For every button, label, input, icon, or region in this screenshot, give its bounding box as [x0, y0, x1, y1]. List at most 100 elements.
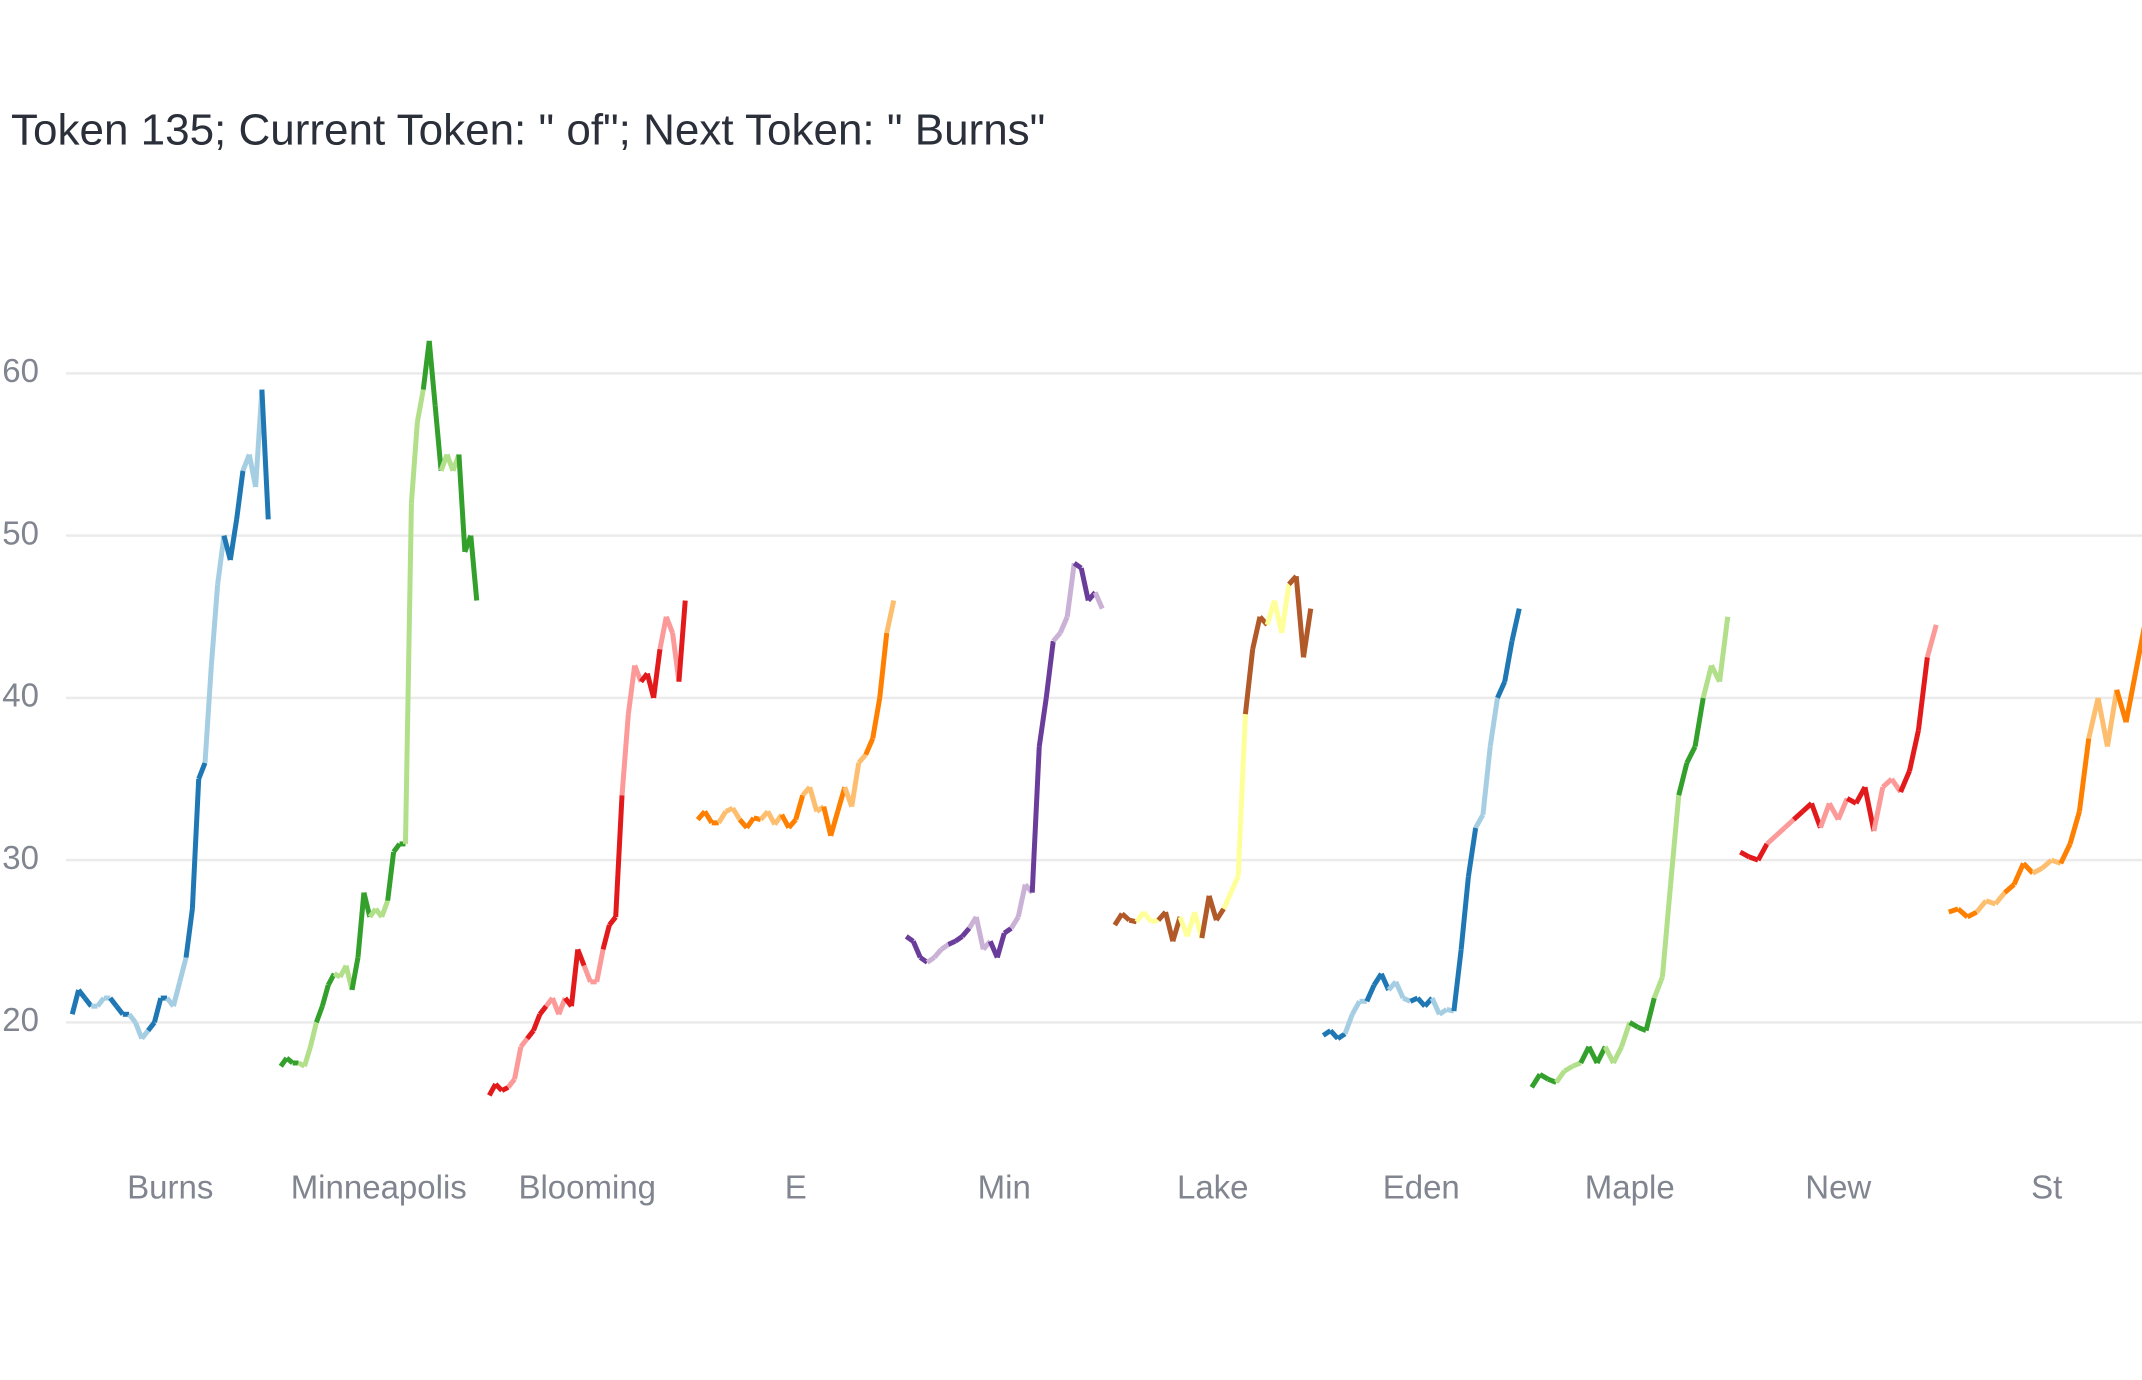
line-segment [1547, 1076, 1558, 1085]
line-segment [2050, 857, 2062, 866]
line-segment [1128, 917, 1138, 925]
line-segment [1141, 910, 1154, 924]
line-segment [1336, 1031, 1347, 1041]
line-segment [1692, 697, 1706, 747]
line-segment [1214, 907, 1226, 922]
line-segment [1966, 909, 1978, 920]
line-segment [468, 535, 480, 601]
x-tick-label: New [1805, 1169, 1871, 1206]
line-segment [1015, 883, 1028, 918]
line-segment [1659, 884, 1674, 978]
line-segment [744, 816, 756, 830]
line-segment [1993, 891, 2007, 906]
line-segment [2058, 842, 2073, 865]
line-segment [95, 996, 106, 1008]
line-segment [1809, 802, 1823, 829]
line-segment [884, 600, 897, 634]
line-segment [426, 340, 438, 407]
line-segment [568, 949, 581, 1007]
line-segment [2104, 689, 2120, 747]
line-segment [1379, 972, 1391, 991]
line-segment [1907, 729, 1921, 772]
line-segment [361, 892, 373, 918]
x-tick-label: Lake [1177, 1169, 1249, 1206]
line-segment [108, 996, 119, 1008]
line-segment [1170, 916, 1183, 942]
line-segment [1473, 813, 1486, 829]
line-segment [408, 421, 420, 504]
line-segment [849, 762, 862, 807]
line-segment [1072, 561, 1083, 571]
line-segment [1402, 995, 1412, 1004]
line-segment [1009, 915, 1021, 930]
line-segment [1279, 583, 1292, 634]
line-segment [1947, 906, 1959, 915]
line-segment [870, 697, 883, 739]
line-segment [663, 615, 675, 634]
line-segment [918, 955, 929, 965]
line-segment [82, 996, 94, 1008]
line-segment [189, 778, 202, 909]
line-segment [1350, 1000, 1362, 1016]
x-tick-label: Minneapolis [291, 1169, 467, 1206]
line-segment [1915, 657, 1930, 731]
line-segment [319, 984, 331, 1007]
line-segment [2003, 882, 2016, 895]
line-segment [793, 794, 806, 821]
line-segment [2040, 858, 2054, 871]
line-segment [1495, 680, 1508, 699]
y-tick-label: 20 [2, 1001, 39, 1038]
line-segment [1120, 911, 1131, 923]
line-segment [1293, 575, 1306, 658]
line-segment [1250, 616, 1263, 650]
line-segment [183, 908, 195, 958]
line-segment [196, 761, 208, 780]
line-segment [856, 753, 868, 765]
x-tick-label: Maple [1585, 1169, 1675, 1206]
x-tick-label: Blooming [518, 1169, 656, 1206]
line-segment [414, 389, 426, 423]
line-segment [1628, 1020, 1640, 1030]
line-segment [1487, 697, 1500, 747]
line-segment [1611, 1045, 1624, 1065]
line-segment [1409, 995, 1419, 1004]
line-segment [170, 981, 183, 1007]
line-segment [863, 737, 876, 756]
line-segment [302, 1046, 313, 1067]
line-segment [1092, 591, 1105, 610]
line-segment [493, 1082, 504, 1093]
line-segment [208, 584, 221, 666]
line-segment [828, 810, 841, 837]
line-segment [724, 805, 734, 814]
y-tick-label: 60 [2, 352, 39, 389]
line-segment [259, 389, 271, 520]
line-segment [613, 795, 625, 918]
y-tick-label: 50 [2, 514, 39, 551]
line-segment [1301, 608, 1314, 658]
line-segment [1818, 802, 1832, 829]
line-segment [379, 899, 391, 918]
line-segment [202, 665, 214, 763]
line-segment [2076, 738, 2092, 812]
line-segment [1538, 1072, 1550, 1082]
line-segment [973, 916, 986, 950]
line-segment [402, 503, 414, 844]
line-segment [1509, 608, 1522, 642]
line-segment [953, 934, 964, 944]
line-segment [127, 1012, 138, 1024]
line-segment [960, 926, 972, 939]
line-segment [506, 1077, 517, 1089]
line-segment [1393, 980, 1406, 1000]
line-segment [314, 1005, 325, 1024]
line-segment [1199, 895, 1212, 939]
line-segment [1651, 976, 1665, 999]
line-segment [1755, 842, 1770, 862]
line-segment [1792, 809, 1805, 822]
line-segment [904, 934, 915, 944]
line-segment [69, 989, 81, 1015]
line-segment [1328, 1028, 1340, 1041]
line-segment [1898, 769, 1912, 793]
line-segment [1871, 786, 1886, 832]
line-segment [730, 806, 742, 821]
line-segment [531, 1013, 543, 1032]
